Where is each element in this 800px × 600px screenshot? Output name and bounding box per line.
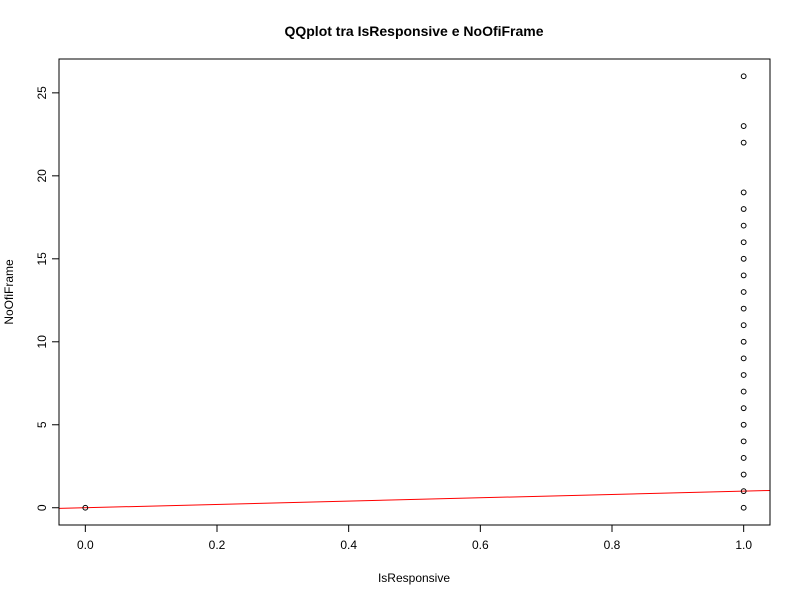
- data-point: [740, 388, 747, 395]
- x-tick-label: 0.6: [472, 538, 489, 552]
- data-point: [740, 139, 747, 146]
- data-point: [740, 255, 747, 262]
- y-tick-label: 10: [35, 335, 49, 349]
- y-tick-label: 0: [35, 504, 49, 511]
- data-point: [740, 289, 747, 295]
- data-point: [740, 338, 747, 345]
- data-point: [740, 471, 747, 478]
- data-point: [740, 222, 747, 229]
- qq-reference-line: [59, 489, 770, 509]
- y-tick-label: 25: [35, 86, 49, 100]
- data-point: [740, 272, 747, 279]
- chart-title: QQplot tra IsResponsive e NoOfiFrame: [284, 23, 543, 39]
- data-point: [740, 488, 747, 495]
- data-point: [740, 372, 747, 378]
- y-axis-label: NoOfiFrame: [2, 259, 16, 325]
- data-point: [740, 73, 747, 80]
- x-tick-label: 0.2: [209, 538, 226, 552]
- y-tick-label: 15: [35, 252, 49, 266]
- data-point: [740, 421, 747, 428]
- reference-line-layer: [59, 489, 770, 509]
- data-point: [740, 405, 747, 412]
- data-point: [740, 206, 747, 212]
- points-layer: [82, 73, 747, 511]
- data-point: [740, 189, 747, 196]
- data-point: [740, 123, 747, 129]
- data-point: [740, 438, 747, 445]
- data-point: [740, 305, 747, 312]
- data-point: [740, 239, 747, 246]
- x-tick-label: 1.0: [735, 538, 752, 552]
- x-tick-label: 0.8: [604, 538, 621, 552]
- data-point: [740, 504, 747, 511]
- x-tick-label: 0.4: [340, 538, 357, 552]
- x-axis-label: IsResponsive: [378, 571, 450, 585]
- x-tick-label: 0.0: [77, 538, 94, 552]
- plot-frame: [58, 58, 771, 526]
- data-point: [740, 355, 747, 362]
- y-tick-label: 5: [35, 421, 49, 428]
- y-tick-label: 20: [35, 169, 49, 183]
- data-point: [740, 455, 747, 461]
- data-point: [740, 322, 747, 329]
- data-point: [82, 504, 89, 511]
